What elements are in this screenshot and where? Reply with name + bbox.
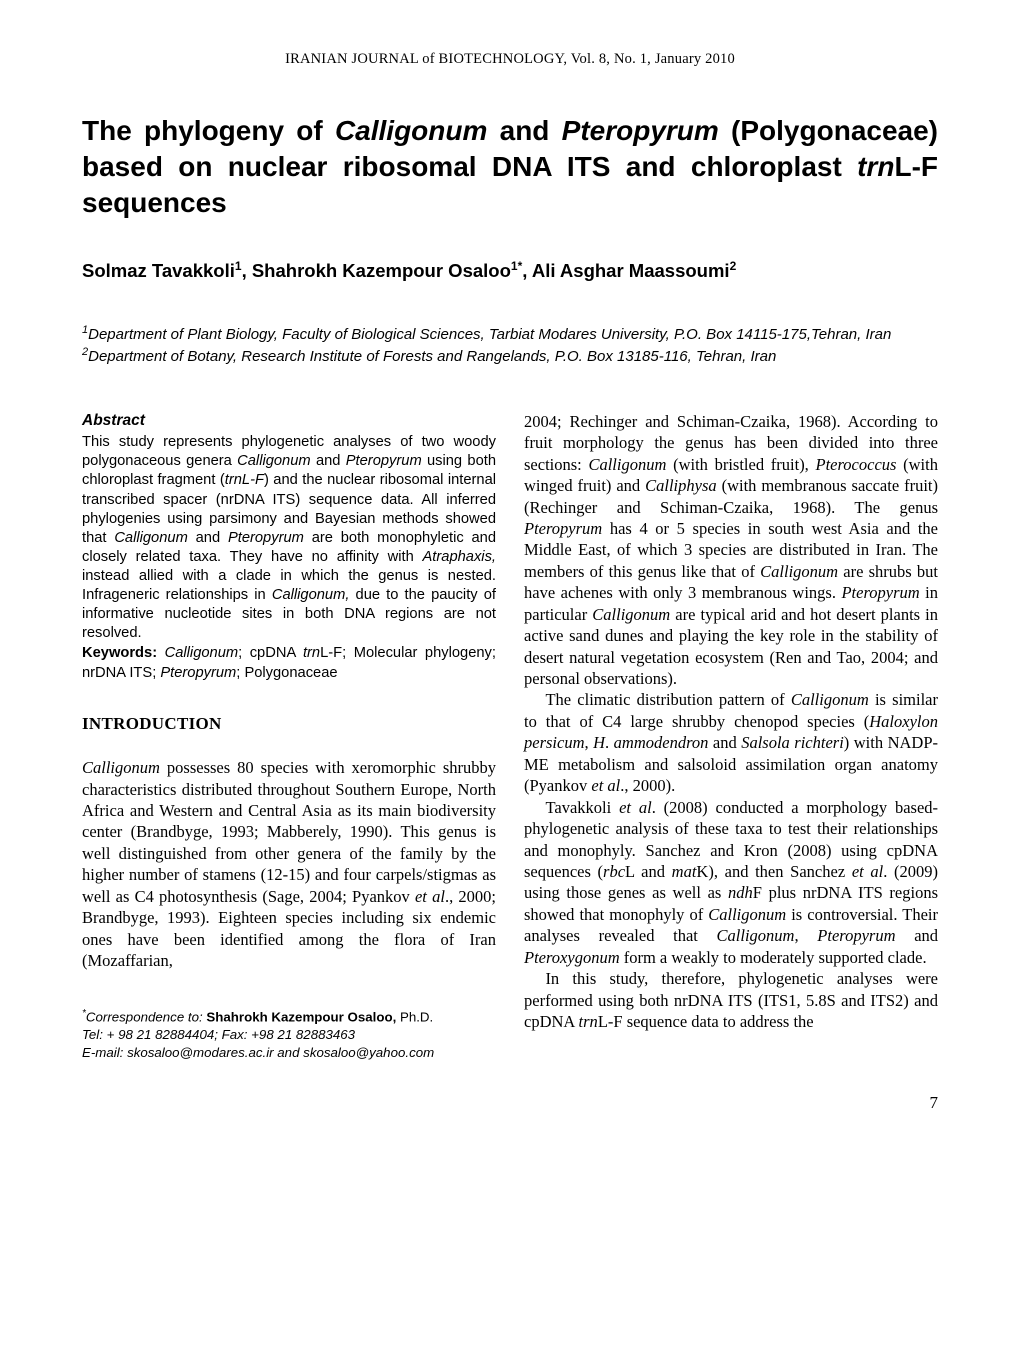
correspondence-block: *Correspondence to: Shahrokh Kazempour O… bbox=[82, 1007, 496, 1061]
kw-span bbox=[157, 645, 165, 661]
keywords: Keywords: Calligonum; cpDNA trnL-F; Mole… bbox=[82, 644, 496, 682]
body-paragraph: Tavakkoli et al. (2008) conducted a morp… bbox=[524, 797, 938, 969]
body-span: (with bristled fruit), bbox=[666, 455, 815, 474]
body-italic: Pteropyrum bbox=[817, 926, 895, 945]
body-span: , bbox=[794, 926, 817, 945]
abstract-italic: Pteropyrum bbox=[346, 453, 422, 469]
two-column-body: Abstract This study represents phylogene… bbox=[82, 411, 938, 1062]
corr-name: Shahrokh Kazempour Osaloo, bbox=[206, 1010, 396, 1025]
body-span: possesses 80 species with xeromorphic sh… bbox=[82, 758, 496, 906]
corr-degree: Ph.D. bbox=[396, 1010, 433, 1025]
affiliations: 1Department of Plant Biology, Faculty of… bbox=[82, 323, 938, 367]
body-span: ., 2000). bbox=[620, 776, 675, 795]
kw-italic: Calligonum bbox=[165, 645, 238, 661]
body-italic: H bbox=[593, 733, 605, 752]
abstract-italic: Calligonum bbox=[237, 453, 310, 469]
abstract-heading: Abstract bbox=[82, 411, 496, 431]
body-italic: Pteroxygonum bbox=[524, 948, 620, 967]
body-paragraph: The climatic distribution pattern of Cal… bbox=[524, 689, 938, 796]
body-span: and bbox=[896, 926, 939, 945]
body-italic: Pteropyrum bbox=[841, 583, 919, 602]
title-text: and bbox=[487, 115, 561, 146]
body-italic: rbc bbox=[603, 862, 625, 881]
column-left: Abstract This study represents phylogene… bbox=[82, 411, 496, 1062]
body-italic: Pteropyrum bbox=[524, 519, 602, 538]
running-head: IRANIAN JOURNAL of BIOTECHNOLOGY, Vol. 8… bbox=[82, 50, 938, 69]
abstract-span: and bbox=[188, 530, 228, 546]
body-italic: mat bbox=[672, 862, 697, 881]
affil-marker: 1* bbox=[511, 259, 522, 273]
abstract-italic: trnL-F bbox=[225, 472, 264, 488]
authors-line: Solmaz Tavakkoli1, Shahrokh Kazempour Os… bbox=[82, 259, 938, 284]
body-span: Tavakkoli bbox=[545, 798, 619, 817]
body-italic: Calliphysa bbox=[645, 476, 717, 495]
body-span: and bbox=[708, 733, 741, 752]
author-3: Ali Asghar Maassoumi bbox=[532, 260, 730, 281]
abstract-italic: Pteropyrum bbox=[228, 530, 304, 546]
body-italic: ammodendron bbox=[614, 733, 709, 752]
title-text: The phylogeny of bbox=[82, 115, 335, 146]
section-heading-introduction: INTRODUCTION bbox=[82, 713, 496, 735]
title-genus-2: Pteropyrum bbox=[562, 115, 719, 146]
body-italic: Calligonum bbox=[592, 605, 670, 624]
body-paragraph: 2004; Rechinger and Schiman-Czaika, 1968… bbox=[524, 411, 938, 690]
kw-span: ; Polygonaceae bbox=[236, 665, 337, 681]
kw-italic: trn bbox=[303, 645, 320, 661]
body-paragraph: In this study, therefore, phylogenetic a… bbox=[524, 968, 938, 1032]
body-italic: et al bbox=[619, 798, 652, 817]
affil-marker: 1 bbox=[235, 259, 242, 273]
body-span: form a weakly to moderately supported cl… bbox=[620, 948, 927, 967]
author-2: Shahrokh Kazempour Osaloo bbox=[252, 260, 511, 281]
abstract-italic: Atraphaxis, bbox=[423, 549, 496, 565]
article-title: The phylogeny of Calligonum and Pteropyr… bbox=[82, 113, 938, 220]
body-italic: et al bbox=[591, 776, 620, 795]
correspondence-line-1: *Correspondence to: Shahrokh Kazempour O… bbox=[82, 1007, 496, 1026]
abstract-span: and bbox=[311, 453, 346, 469]
body-span: L and bbox=[625, 862, 672, 881]
body-span: L-F sequence data to address the bbox=[598, 1012, 814, 1031]
body-italic: Calligonum bbox=[760, 562, 838, 581]
body-span: . bbox=[605, 733, 614, 752]
abstract-italic: Calligonum, bbox=[272, 587, 350, 603]
page-number: 7 bbox=[82, 1092, 938, 1114]
body-italic: Salsola richteri bbox=[741, 733, 844, 752]
body-italic: trn bbox=[579, 1012, 598, 1031]
body-italic: Calligonum bbox=[588, 455, 666, 474]
body-italic: et al bbox=[852, 862, 883, 881]
corr-pre: Correspondence to: bbox=[86, 1010, 206, 1025]
body-italic: et al bbox=[415, 887, 445, 906]
body-italic: Calligonum bbox=[791, 690, 869, 709]
body-span: , bbox=[585, 733, 594, 752]
title-locus: trn bbox=[857, 151, 894, 182]
body-italic: ndh bbox=[728, 883, 753, 902]
correspondence-line-2: Tel: + 98 21 82884404; Fax: +98 21 82883… bbox=[82, 1026, 496, 1044]
title-genus-1: Calligonum bbox=[335, 115, 487, 146]
column-right: 2004; Rechinger and Schiman-Czaika, 1968… bbox=[524, 411, 938, 1062]
body-span: K), and then Sanchez bbox=[696, 862, 851, 881]
author-1: Solmaz Tavakkoli bbox=[82, 260, 235, 281]
kw-italic: Pteropyrum bbox=[160, 665, 236, 681]
affil-1: Department of Plant Biology, Faculty of … bbox=[88, 326, 891, 343]
keywords-label: Keywords: bbox=[82, 645, 157, 661]
abstract-italic: Calligonum bbox=[114, 530, 187, 546]
body-italic: Calligonum bbox=[717, 926, 795, 945]
affil-2: Department of Botany, Research Institute… bbox=[88, 348, 776, 365]
body-italic: Pterococcus bbox=[816, 455, 897, 474]
abstract-text: This study represents phylogenetic analy… bbox=[82, 433, 496, 643]
body-italic: Calligonum bbox=[82, 758, 160, 777]
body-span: The climatic distribution pattern of bbox=[545, 690, 790, 709]
affil-marker: 2 bbox=[730, 259, 737, 273]
intro-paragraph-1: Calligonum possesses 80 species with xer… bbox=[82, 757, 496, 971]
correspondence-line-3: E-mail: skosaloo@modares.ac.ir and skosa… bbox=[82, 1044, 496, 1062]
body-italic: Calligonum bbox=[708, 905, 786, 924]
kw-span: ; cpDNA bbox=[238, 645, 303, 661]
